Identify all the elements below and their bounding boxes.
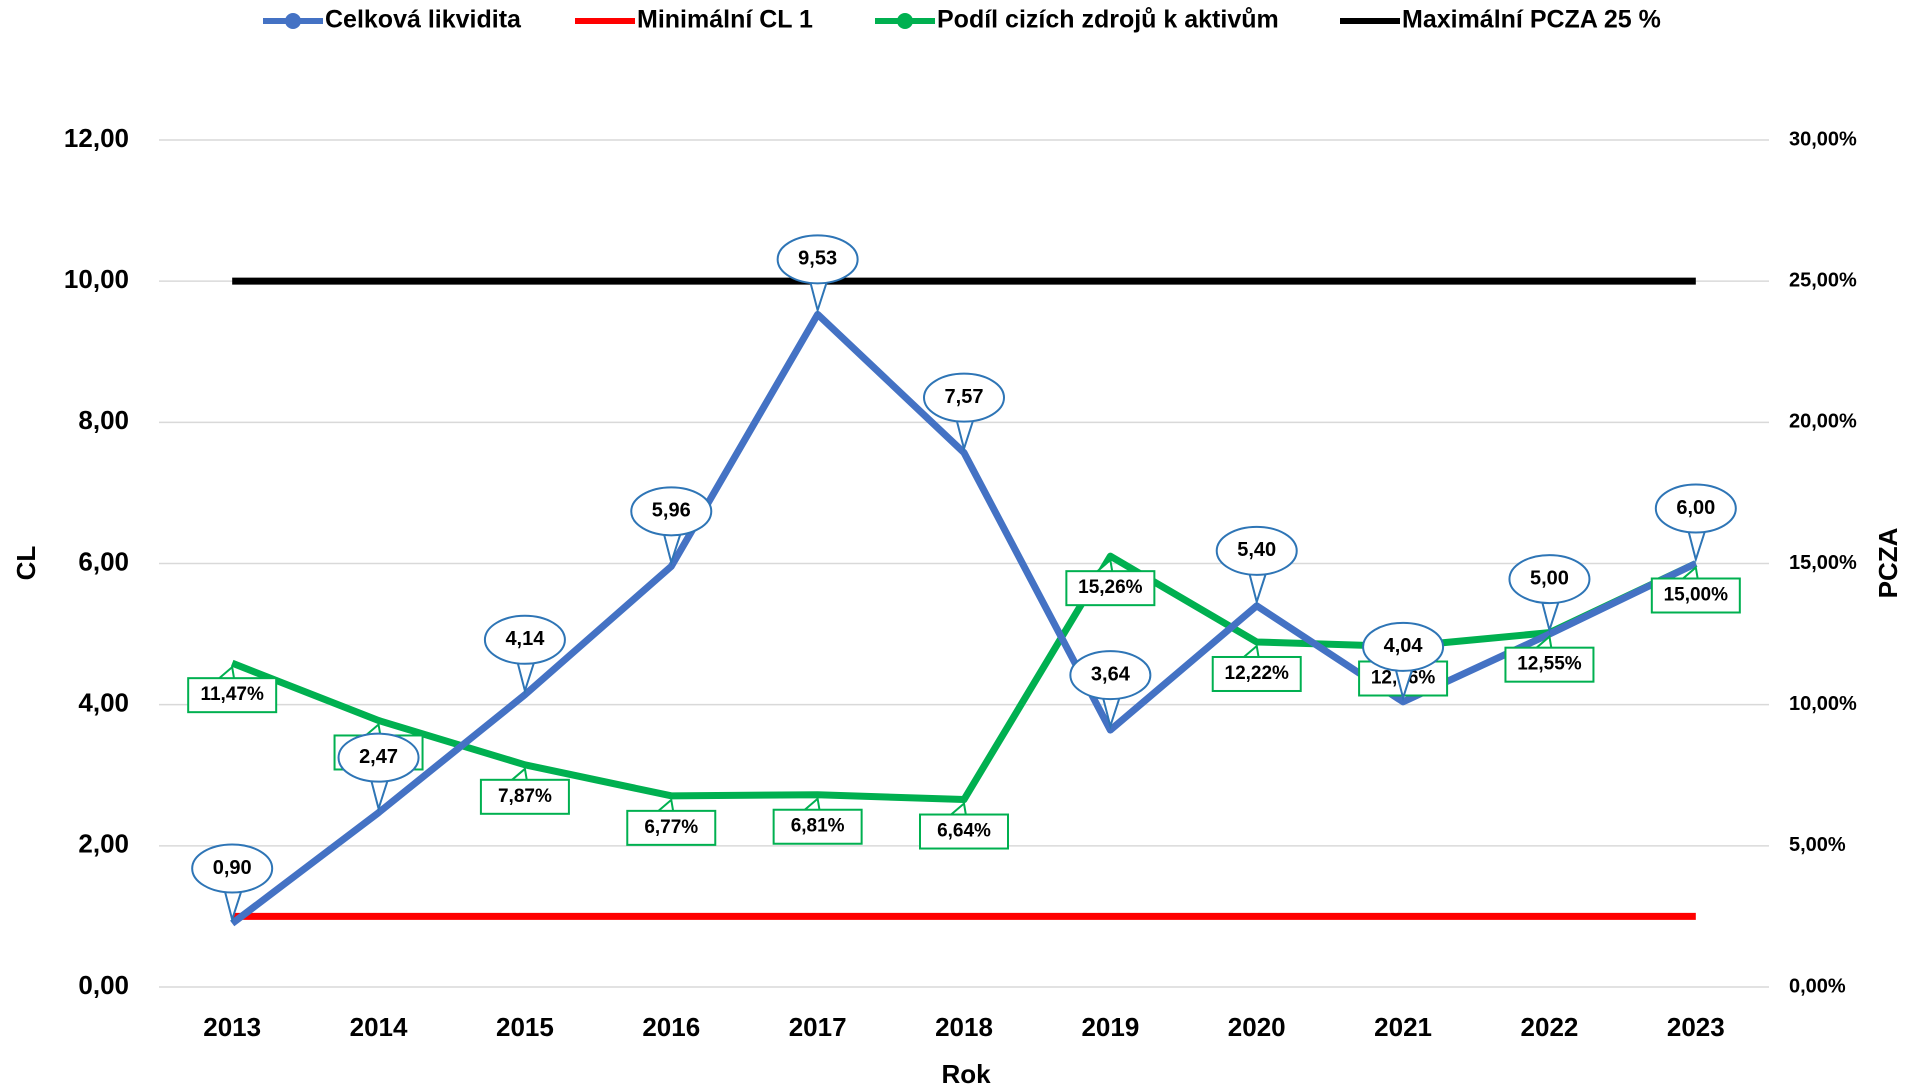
data-label: 12,22% <box>1225 663 1290 684</box>
callout-bubble <box>483 614 566 665</box>
x-tick-label: 2018 <box>935 1012 993 1042</box>
x-tick-label: 2023 <box>1667 1012 1725 1042</box>
y2-tick-label: 15,00% <box>1789 552 1857 574</box>
callout-bubble <box>337 732 420 783</box>
x-tick-label: 2019 <box>1081 1012 1139 1042</box>
series-line <box>230 552 1698 804</box>
callout-box <box>1065 570 1156 607</box>
callout-box <box>626 809 717 846</box>
data-label: 5,00 <box>1530 567 1569 589</box>
data-label: 4,14 <box>505 628 545 650</box>
data-label: 3,64 <box>1091 663 1131 685</box>
callout-box <box>1211 655 1302 692</box>
callout-box <box>187 677 278 714</box>
data-label: 11,47% <box>200 684 263 705</box>
callout-bubble <box>1508 554 1591 605</box>
y-tick-label: 12,00 <box>64 123 129 153</box>
legend-marker <box>285 13 301 29</box>
y-tick-label: 8,00 <box>78 405 129 435</box>
x-tick-label: 2015 <box>496 1012 554 1042</box>
legend-marker <box>897 13 913 29</box>
y2-tick-label: 30,00% <box>1789 128 1857 150</box>
y2-tick-label: 20,00% <box>1789 411 1857 433</box>
data-label: 7,87% <box>498 786 552 807</box>
data-label: 6,81% <box>791 816 845 837</box>
data-label: 7,57 <box>945 386 984 408</box>
callout-box <box>919 813 1009 850</box>
data-label: 5,40 <box>1237 539 1276 561</box>
x-tick-label: 2013 <box>203 1012 261 1042</box>
y-axis-label: CL <box>11 546 41 581</box>
data-label: 6,64% <box>937 821 991 842</box>
callout-box <box>479 778 570 815</box>
callout-bubble <box>630 486 713 537</box>
data-label: 15,26% <box>1078 577 1143 598</box>
data-label: 2,47 <box>359 746 398 768</box>
callout-box <box>1650 577 1741 614</box>
x-tick-label: 2014 <box>350 1012 408 1042</box>
y-tick-label: 2,00 <box>78 829 129 859</box>
y2-axis-label: PCZA <box>1873 527 1903 598</box>
callout-bubble <box>1215 525 1298 576</box>
x-tick-label: 2021 <box>1374 1012 1432 1042</box>
y-tick-label: 6,00 <box>78 546 129 576</box>
data-label: 6,77% <box>644 817 698 838</box>
legend-label: Celková likvidita <box>325 6 522 34</box>
callout-bubble <box>1654 483 1737 534</box>
data-label: 5,96 <box>652 500 691 522</box>
y2-tick-label: 25,00% <box>1789 269 1857 291</box>
callout-bubble <box>1362 621 1445 672</box>
callout-box <box>772 808 863 845</box>
x-tick-label: 2020 <box>1228 1012 1286 1042</box>
x-tick-label: 2017 <box>789 1012 847 1042</box>
legend-label: Minimální CL 1 <box>637 6 813 34</box>
legend-label: Maximální PCZA 25 % <box>1402 6 1661 34</box>
series-line <box>230 310 1698 927</box>
callout-box <box>1504 646 1595 683</box>
y2-tick-label: 10,00% <box>1789 693 1857 715</box>
y-tick-label: 0,00 <box>78 970 129 1000</box>
data-label: 6,00 <box>1676 497 1715 519</box>
callout-bubble <box>1069 650 1152 701</box>
data-label: 9,53 <box>798 248 837 270</box>
y-tick-label: 4,00 <box>78 688 129 718</box>
data-label: 4,04 <box>1384 635 1424 657</box>
data-label: 0,90 <box>213 857 252 879</box>
y-tick-label: 10,00 <box>64 264 129 294</box>
callout-bubble <box>923 372 1005 423</box>
callout-bubble <box>776 234 859 285</box>
x-axis-label: Rok <box>941 1059 991 1088</box>
x-tick-label: 2016 <box>642 1012 700 1042</box>
data-label: 15,00% <box>1664 585 1729 606</box>
x-tick-label: 2022 <box>1521 1012 1579 1042</box>
callout-bubble <box>191 843 274 894</box>
legend-label: Podíl cizích zdrojů k aktivům <box>937 6 1279 34</box>
data-label: 12,55% <box>1517 654 1582 675</box>
y2-tick-label: 5,00% <box>1789 834 1846 856</box>
y2-tick-label: 0,00% <box>1789 975 1846 997</box>
